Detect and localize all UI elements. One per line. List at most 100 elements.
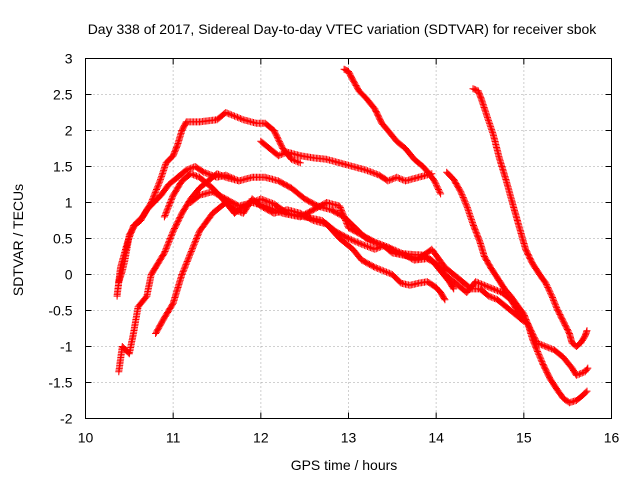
data-point-marker xyxy=(378,266,386,274)
data-point-marker xyxy=(476,280,484,287)
y-tick-label: 0.5 xyxy=(53,231,73,247)
data-point-marker xyxy=(355,239,363,247)
data-point-marker xyxy=(491,286,499,293)
series-10 xyxy=(115,163,243,286)
data-point-marker xyxy=(485,292,493,300)
data-point-marker xyxy=(183,259,191,267)
data-point-marker xyxy=(393,173,401,181)
data-point-marker xyxy=(384,177,392,185)
data-point-marker xyxy=(467,214,475,222)
data-point-marker xyxy=(552,302,560,310)
data-point-marker xyxy=(534,349,542,357)
data-point-marker xyxy=(435,186,442,193)
data-point-marker xyxy=(460,196,468,204)
data-point-marker xyxy=(489,285,497,293)
data-point-marker xyxy=(545,344,553,352)
data-point-marker xyxy=(393,247,401,255)
data-point-marker xyxy=(340,212,348,220)
data-point-marker xyxy=(538,358,546,366)
series-3 xyxy=(340,65,445,198)
data-point-marker xyxy=(155,178,163,186)
data-point-marker xyxy=(188,246,196,254)
data-point-marker xyxy=(236,115,244,122)
data-point-marker xyxy=(542,281,550,289)
data-point-marker xyxy=(226,110,234,118)
data-point-marker xyxy=(387,244,395,252)
data-point-marker xyxy=(366,244,374,252)
data-point-marker xyxy=(371,238,379,246)
data-point-marker xyxy=(479,281,487,289)
data-point-marker xyxy=(380,267,388,275)
data-point-marker xyxy=(542,279,550,287)
data-point-marker xyxy=(583,327,591,335)
data-point-marker xyxy=(165,237,173,245)
data-point-marker xyxy=(388,175,396,183)
data-point-marker xyxy=(238,115,246,123)
y-tick-label: 2 xyxy=(65,123,73,139)
y-tick-label: 0 xyxy=(65,267,73,283)
data-point-marker xyxy=(160,249,168,257)
data-point-marker xyxy=(288,155,295,163)
data-point-marker xyxy=(163,206,171,214)
data-point-marker xyxy=(225,110,233,118)
data-point-marker xyxy=(433,181,440,189)
data-point-marker xyxy=(295,158,303,166)
data-point-marker xyxy=(264,203,272,211)
data-point-marker xyxy=(186,252,193,260)
data-layer xyxy=(113,65,592,407)
data-point-marker xyxy=(164,204,172,212)
data-point-marker xyxy=(489,129,497,137)
data-point-marker xyxy=(362,242,370,250)
x-tick-label: 16 xyxy=(604,430,620,446)
data-point-marker xyxy=(263,203,271,211)
data-point-marker xyxy=(234,113,241,121)
data-point-marker xyxy=(494,287,501,295)
data-point-marker xyxy=(482,282,490,290)
data-point-marker xyxy=(190,240,198,248)
data-point-marker xyxy=(336,204,344,211)
data-point-marker xyxy=(261,202,269,210)
data-point-marker xyxy=(232,113,240,121)
data-point-marker xyxy=(537,355,545,363)
data-point-marker xyxy=(435,187,443,195)
data-point-marker xyxy=(441,296,449,304)
data-point-marker xyxy=(168,194,176,202)
x-tick-label: 14 xyxy=(428,430,444,446)
x-tick-label: 15 xyxy=(516,430,532,446)
data-point-marker xyxy=(491,295,499,302)
data-point-marker xyxy=(394,248,402,256)
data-point-marker xyxy=(162,210,170,218)
data-point-marker xyxy=(359,241,367,249)
data-point-marker xyxy=(225,172,233,180)
data-point-marker xyxy=(270,206,278,214)
data-point-marker xyxy=(342,217,350,224)
data-point-marker xyxy=(167,196,175,204)
y-tick-label: -1.5 xyxy=(48,375,72,391)
data-point-marker xyxy=(550,296,558,304)
data-point-marker xyxy=(547,289,554,297)
data-point-marker xyxy=(228,111,236,119)
data-point-marker xyxy=(432,180,440,188)
data-point-marker xyxy=(228,174,236,182)
data-point-marker xyxy=(369,169,377,177)
data-point-marker xyxy=(223,172,231,180)
data-point-marker xyxy=(336,202,344,210)
data-point-marker xyxy=(160,213,168,221)
data-point-marker xyxy=(167,197,175,205)
data-point-marker xyxy=(338,206,345,214)
data-point-marker xyxy=(583,387,591,395)
data-point-marker xyxy=(293,158,301,166)
data-point-marker xyxy=(209,172,217,180)
y-tick-label: 1 xyxy=(65,195,73,211)
series-8 xyxy=(443,168,591,407)
data-point-marker xyxy=(289,156,297,164)
data-point-marker xyxy=(266,204,274,212)
data-point-marker xyxy=(185,165,193,173)
y-tick-label: -0.5 xyxy=(48,303,72,319)
data-point-marker xyxy=(437,190,445,198)
data-point-marker xyxy=(152,187,160,195)
data-point-marker xyxy=(458,191,466,199)
data-point-marker xyxy=(350,237,358,245)
data-point-marker xyxy=(535,350,543,358)
